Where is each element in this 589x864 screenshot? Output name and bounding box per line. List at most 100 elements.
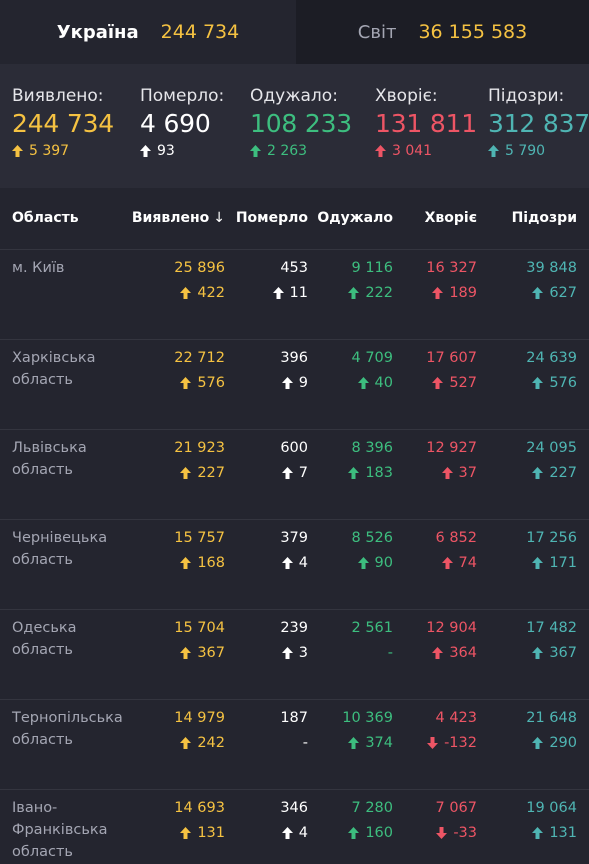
header-deaths[interactable]: Померло (236, 210, 308, 226)
cell-confirmed-delta-value: 576 (197, 375, 225, 391)
cell-deaths-value: 379 (280, 530, 308, 546)
cell-active-delta: 364 (426, 642, 477, 664)
arrow-down-icon (427, 737, 439, 749)
cell-active-value: 12 904 (426, 620, 477, 636)
cell-deaths-delta-value: 11 (289, 285, 308, 301)
cell-active: 4 423 -132 (427, 707, 477, 754)
sort-down-icon: ↓ (213, 210, 225, 226)
cell-active: 12 927 37 (426, 437, 477, 484)
cell-suspected: 17 482 367 (526, 617, 577, 664)
cell-confirmed: 22 712 576 (174, 347, 225, 394)
cell-confirmed-value: 22 712 (174, 350, 225, 366)
tab-world[interactable]: Світ 36 155 583 (296, 0, 589, 64)
stat-delta-value: 5 397 (29, 143, 70, 159)
cell-deaths-delta: 7 (280, 462, 308, 484)
arrow-up-icon (375, 145, 386, 157)
arrow-up-icon (348, 287, 360, 299)
arrow-up-icon (272, 287, 284, 299)
cell-active-delta: -132 (427, 732, 477, 754)
cell-suspected: 39 848 627 (526, 257, 577, 304)
cell-suspected-value: 39 848 (526, 260, 577, 276)
cell-recovered-delta: 90 (351, 552, 393, 574)
cell-deaths-delta: 4 (280, 822, 308, 844)
table-row[interactable]: Івано-Франківська область 14 693 131 346 4 7 … (0, 790, 589, 864)
cell-recovered-delta: 40 (351, 372, 393, 394)
cell-active-delta: 189 (426, 282, 477, 304)
cell-suspected-delta-value: 131 (549, 825, 577, 841)
cell-confirmed-delta: 168 (174, 552, 225, 574)
arrow-up-icon (180, 287, 192, 299)
table-row[interactable]: Львівська область 21 923 227 600 7 8 396 183 12… (0, 430, 589, 520)
arrow-up-icon (180, 827, 192, 839)
cell-recovered-delta: - (351, 642, 393, 664)
cell-deaths-delta-value: 7 (298, 465, 308, 481)
cell-recovered: 2 561 - (351, 617, 393, 664)
cell-confirmed-value: 21 923 (174, 440, 225, 456)
region-name: Харківська область (12, 350, 96, 388)
cell-recovered: 9 116 222 (348, 257, 393, 304)
cell-recovered: 10 369 374 (342, 707, 393, 754)
cell-active-delta-value: 364 (449, 645, 477, 661)
cell-deaths-delta-value: - (302, 735, 308, 751)
cell-deaths-delta: 9 (280, 372, 308, 394)
header-deaths-label: Померло (235, 210, 308, 226)
stat-delta: 5 397 (12, 143, 114, 159)
cell-suspected: 19 064 131 (526, 797, 577, 844)
stat-delta: 2 263 (250, 143, 352, 159)
arrow-up-icon (180, 737, 192, 749)
arrow-up-icon (348, 827, 360, 839)
header-confirmed-label: Виявлено (131, 210, 210, 226)
cell-suspected-delta: 131 (526, 822, 577, 844)
cell-active-value: 12 927 (426, 440, 477, 456)
arrow-up-icon (432, 287, 444, 299)
cell-deaths-value: 453 (280, 260, 308, 276)
table-row[interactable]: Чернівецька область 15 757 168 379 4 8 526 90 6… (0, 520, 589, 610)
header-confirmed[interactable]: Виявлено ↓ (132, 210, 225, 226)
cell-deaths-value: 396 (280, 350, 308, 366)
arrow-up-icon (357, 557, 369, 569)
cell-suspected: 24 639 576 (526, 347, 577, 394)
cell-active-value: 17 607 (426, 350, 477, 366)
cell-confirmed: 15 757 168 (174, 527, 225, 574)
stat-delta-value: 5 790 (505, 143, 546, 159)
table-row[interactable]: Одеська область 15 704 367 239 3 2 561 - 12 904… (0, 610, 589, 700)
cell-deaths: 239 3 (280, 617, 308, 664)
cell-confirmed-delta-value: 367 (197, 645, 225, 661)
arrow-up-icon (180, 377, 192, 389)
cell-deaths-value: 346 (280, 800, 308, 816)
arrow-up-icon (441, 557, 453, 569)
cell-suspected-value: 19 064 (526, 800, 577, 816)
cell-recovered-delta-value: 40 (374, 375, 393, 391)
region-name: м. Київ (12, 260, 65, 276)
arrow-up-icon (180, 557, 192, 569)
cell-suspected-delta: 227 (526, 462, 577, 484)
regions-table: Область Виявлено ↓ Померло Одужало Хворіє… (0, 188, 589, 864)
header-suspected[interactable]: Підозри (512, 210, 577, 226)
stat-label: Одужало: (250, 86, 338, 106)
table-row[interactable]: Тернопільська область 14 979 242 187 - 10 369… (0, 700, 589, 790)
stat-delta: 3 041 (375, 143, 477, 159)
stat-delta: 93 (140, 143, 224, 159)
tab-ukraine[interactable]: Україна 244 734 (0, 0, 296, 64)
header-suspected-label: Підозри (511, 210, 577, 226)
cell-deaths: 346 4 (280, 797, 308, 844)
cell-confirmed-value: 14 693 (174, 800, 225, 816)
cell-deaths-delta: 3 (280, 642, 308, 664)
cell-active-delta: 74 (435, 552, 477, 574)
stat-value: 312 837 (488, 109, 589, 138)
cell-recovered-delta: 374 (342, 732, 393, 754)
cell-deaths-delta-value: 4 (298, 555, 308, 571)
header-active[interactable]: Хворіє (425, 210, 477, 226)
header-region[interactable]: Область (12, 210, 79, 226)
arrow-up-icon (488, 145, 499, 157)
table-row[interactable]: Харківська область 22 712 576 396 9 4 709 40 17… (0, 340, 589, 430)
cell-recovered-value: 7 280 (351, 800, 393, 816)
header-recovered[interactable]: Одужало (317, 210, 393, 226)
cell-deaths-delta: 11 (272, 282, 308, 304)
stat-value: 4 690 (140, 109, 211, 138)
table-row[interactable]: м. Київ 25 896 422 453 11 9 116 222 16 327 189 39… (0, 250, 589, 340)
cell-recovered-value: 2 561 (351, 620, 393, 636)
cell-active: 12 904 364 (426, 617, 477, 664)
stat-delta-value: 93 (157, 143, 175, 159)
cell-deaths: 187 - (280, 707, 308, 754)
